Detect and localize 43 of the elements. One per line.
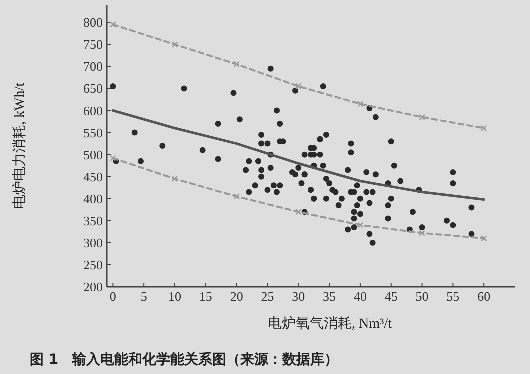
- y-tick-label: 750: [84, 37, 103, 52]
- point: [172, 176, 178, 182]
- point: [419, 114, 426, 121]
- x-tick-label: 45: [384, 289, 398, 304]
- point: [419, 230, 426, 236]
- y-tick-label: 550: [84, 125, 103, 140]
- y-tick-label: 400: [84, 191, 103, 206]
- y-tick-label: 600: [84, 103, 103, 118]
- point: [172, 42, 178, 48]
- point: [480, 125, 488, 132]
- y-tick-label: 450: [84, 169, 103, 184]
- point: [295, 83, 302, 90]
- y-tick-label: 800: [84, 15, 103, 30]
- x-tick-label: 10: [168, 289, 182, 304]
- x-tick-label: 25: [261, 289, 274, 304]
- x-tick-label: 50: [416, 289, 429, 304]
- x-tick-label: 0: [110, 289, 116, 304]
- y-axis-title: 电炉电力消耗, kWh/t: [12, 82, 28, 209]
- y-tick-label: 300: [84, 235, 103, 250]
- x-tick-label: 60: [478, 289, 491, 304]
- point: [234, 194, 240, 200]
- y-tick-label: 200: [84, 280, 103, 294]
- y-tick-label: 700: [84, 59, 103, 74]
- y-tick-label: 350: [84, 213, 103, 228]
- y-tick-label: 250: [84, 257, 103, 272]
- point: [234, 61, 240, 68]
- point: [295, 208, 302, 216]
- x-tick-label: 40: [354, 289, 367, 304]
- point: [357, 100, 364, 108]
- x-tick-label: 35: [323, 289, 336, 304]
- point: [357, 222, 364, 228]
- y-tick-label: 650: [84, 81, 103, 96]
- caption: 图 1 输入电能和化学能关系图（来源：数据库）: [30, 351, 339, 368]
- x-tick-label: 20: [230, 289, 244, 304]
- point: [480, 235, 488, 242]
- x-tick-label: 15: [199, 289, 212, 304]
- x-axis-title: 电炉氧气消耗, Nm³/t: [268, 316, 392, 332]
- point: [110, 155, 116, 162]
- x-tick-label: 55: [446, 289, 460, 304]
- point: [110, 22, 116, 28]
- y-tick-label: 500: [84, 147, 103, 162]
- x-tick-label: 30: [292, 289, 306, 304]
- x-tick-label: 5: [140, 289, 148, 304]
